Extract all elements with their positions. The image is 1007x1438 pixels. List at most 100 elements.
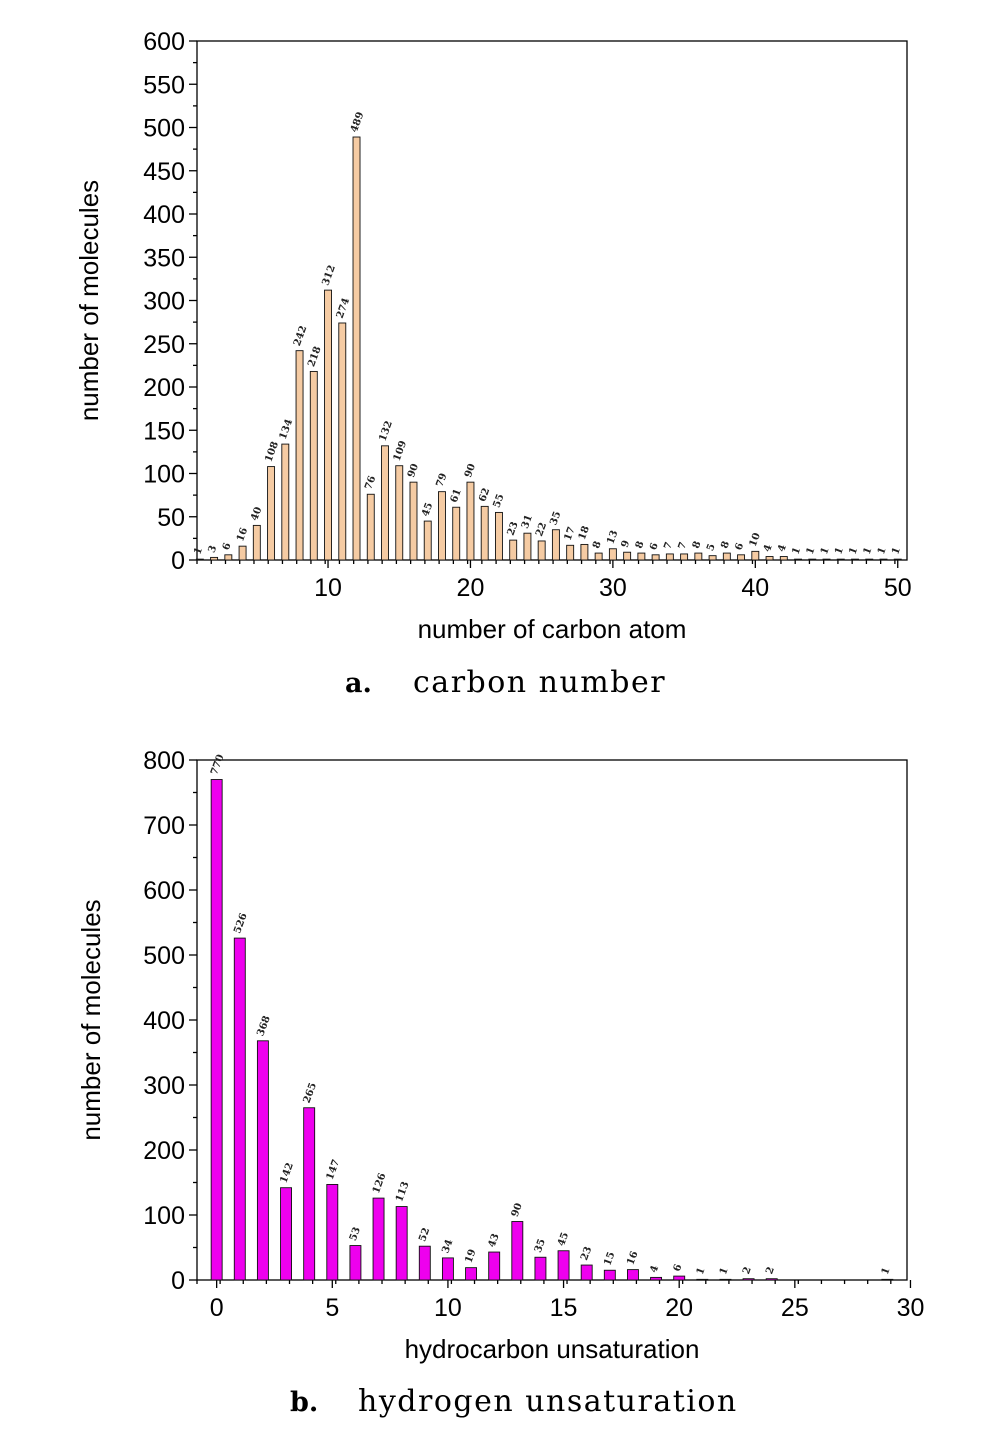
data-label: 218	[306, 345, 323, 368]
data-label: 1	[695, 1266, 708, 1276]
data-label: 134	[278, 418, 295, 441]
y-axis-title: number of molecules	[74, 180, 104, 421]
bar	[537, 540, 546, 561]
y-tick-label: 450	[143, 158, 185, 186]
data-label: 8	[591, 540, 604, 550]
data-label: 35	[548, 510, 563, 527]
bar	[566, 544, 575, 561]
data-label: 1	[890, 546, 903, 556]
bar	[452, 506, 461, 561]
bar	[722, 552, 731, 561]
data-label: 1	[791, 546, 804, 556]
x-tick-label: 40	[741, 574, 769, 602]
data-label: 770	[209, 753, 226, 776]
y-tick-label: 300	[143, 1072, 185, 1100]
y-tick-label: 700	[143, 812, 185, 840]
bar	[557, 1250, 570, 1281]
data-label: 9	[620, 539, 633, 549]
bar	[418, 1245, 431, 1281]
bar	[637, 552, 646, 561]
data-label: 52	[417, 1226, 432, 1243]
y-tick-label: 400	[143, 1007, 185, 1035]
bar	[280, 1187, 292, 1281]
y-tick-label: 50	[157, 504, 185, 532]
data-label: 142	[279, 1161, 296, 1184]
y-axis-title: number of molecules	[76, 899, 106, 1140]
data-label: 16	[625, 1250, 640, 1267]
bar	[851, 558, 859, 561]
data-label: 3	[207, 544, 220, 554]
x-tick-label: 5	[325, 1294, 339, 1322]
bar	[626, 1269, 639, 1281]
data-label: 6	[221, 541, 234, 551]
bar	[794, 558, 802, 561]
bar	[441, 1257, 454, 1281]
y-tick-label: 100	[143, 461, 185, 489]
bar	[708, 555, 717, 561]
y-tick-label: 550	[143, 71, 185, 99]
data-label: 4	[762, 543, 775, 553]
data-label: 79	[434, 472, 449, 489]
bar	[423, 520, 432, 561]
bar	[466, 481, 475, 561]
data-label: 8	[719, 540, 732, 550]
bar	[822, 558, 831, 561]
caption-b-letter: b.	[290, 1387, 318, 1418]
bar	[673, 1275, 686, 1281]
bar	[511, 1221, 524, 1281]
bar	[233, 937, 246, 1281]
bar	[696, 1278, 709, 1281]
data-label: 312	[321, 264, 338, 287]
plot-frame	[196, 40, 908, 561]
y-tick-label: 300	[143, 288, 185, 316]
y-tick-label: 350	[143, 244, 185, 272]
bar	[580, 1264, 593, 1281]
bar	[256, 1040, 269, 1281]
data-label: 45	[420, 501, 435, 518]
data-label: 23	[579, 1245, 594, 1262]
data-label: 489	[349, 111, 366, 134]
data-label: 90	[463, 462, 478, 479]
y-tick-label: 150	[143, 417, 185, 445]
data-label: 53	[348, 1226, 363, 1243]
data-label: 6	[672, 1263, 685, 1273]
bar	[779, 556, 788, 561]
data-label: 90	[406, 462, 421, 479]
data-label: 265	[302, 1081, 319, 1104]
bar	[650, 1276, 663, 1281]
hydrogen-unsaturation-chart: 0 100 200 300 400 500 600 700 800 0 5 10 15 20 25 30 770…	[76, 747, 924, 1364]
bar	[893, 558, 902, 561]
data-label: 23	[506, 520, 521, 537]
data-label: 62	[477, 487, 492, 504]
data-label: 15	[602, 1250, 617, 1267]
bar	[488, 1251, 501, 1281]
x-tick-label: 20	[665, 1294, 693, 1322]
y-tick-label: 0	[171, 1267, 185, 1295]
data-label: 1	[880, 1266, 893, 1276]
x-tick-label: 0	[210, 1294, 224, 1322]
y-tick-label: 400	[143, 201, 185, 229]
bar	[210, 779, 223, 1281]
x-tick-label: 20	[457, 574, 485, 602]
data-label: 147	[325, 1158, 342, 1181]
data-label: 1	[192, 546, 205, 556]
bar	[381, 445, 389, 561]
data-label: 526	[232, 912, 249, 935]
caption-a-letter: a.	[345, 668, 372, 699]
bar	[366, 493, 375, 561]
data-label: 34	[440, 1238, 455, 1255]
x-tick-label: 10	[434, 1294, 462, 1322]
bar	[765, 1278, 778, 1281]
y-tick-label: 250	[143, 331, 185, 359]
y-tick-label: 600	[143, 28, 185, 56]
data-label: 55	[491, 493, 506, 510]
data-label: 1	[805, 546, 818, 556]
data-label: 22	[534, 521, 549, 538]
x-tick-label: 50	[884, 574, 912, 602]
bar	[665, 553, 674, 561]
bar	[224, 554, 233, 561]
y-tick-label: 500	[143, 942, 185, 970]
bar	[295, 350, 304, 561]
data-label: 13	[605, 529, 620, 546]
data-label: 1	[833, 546, 846, 556]
